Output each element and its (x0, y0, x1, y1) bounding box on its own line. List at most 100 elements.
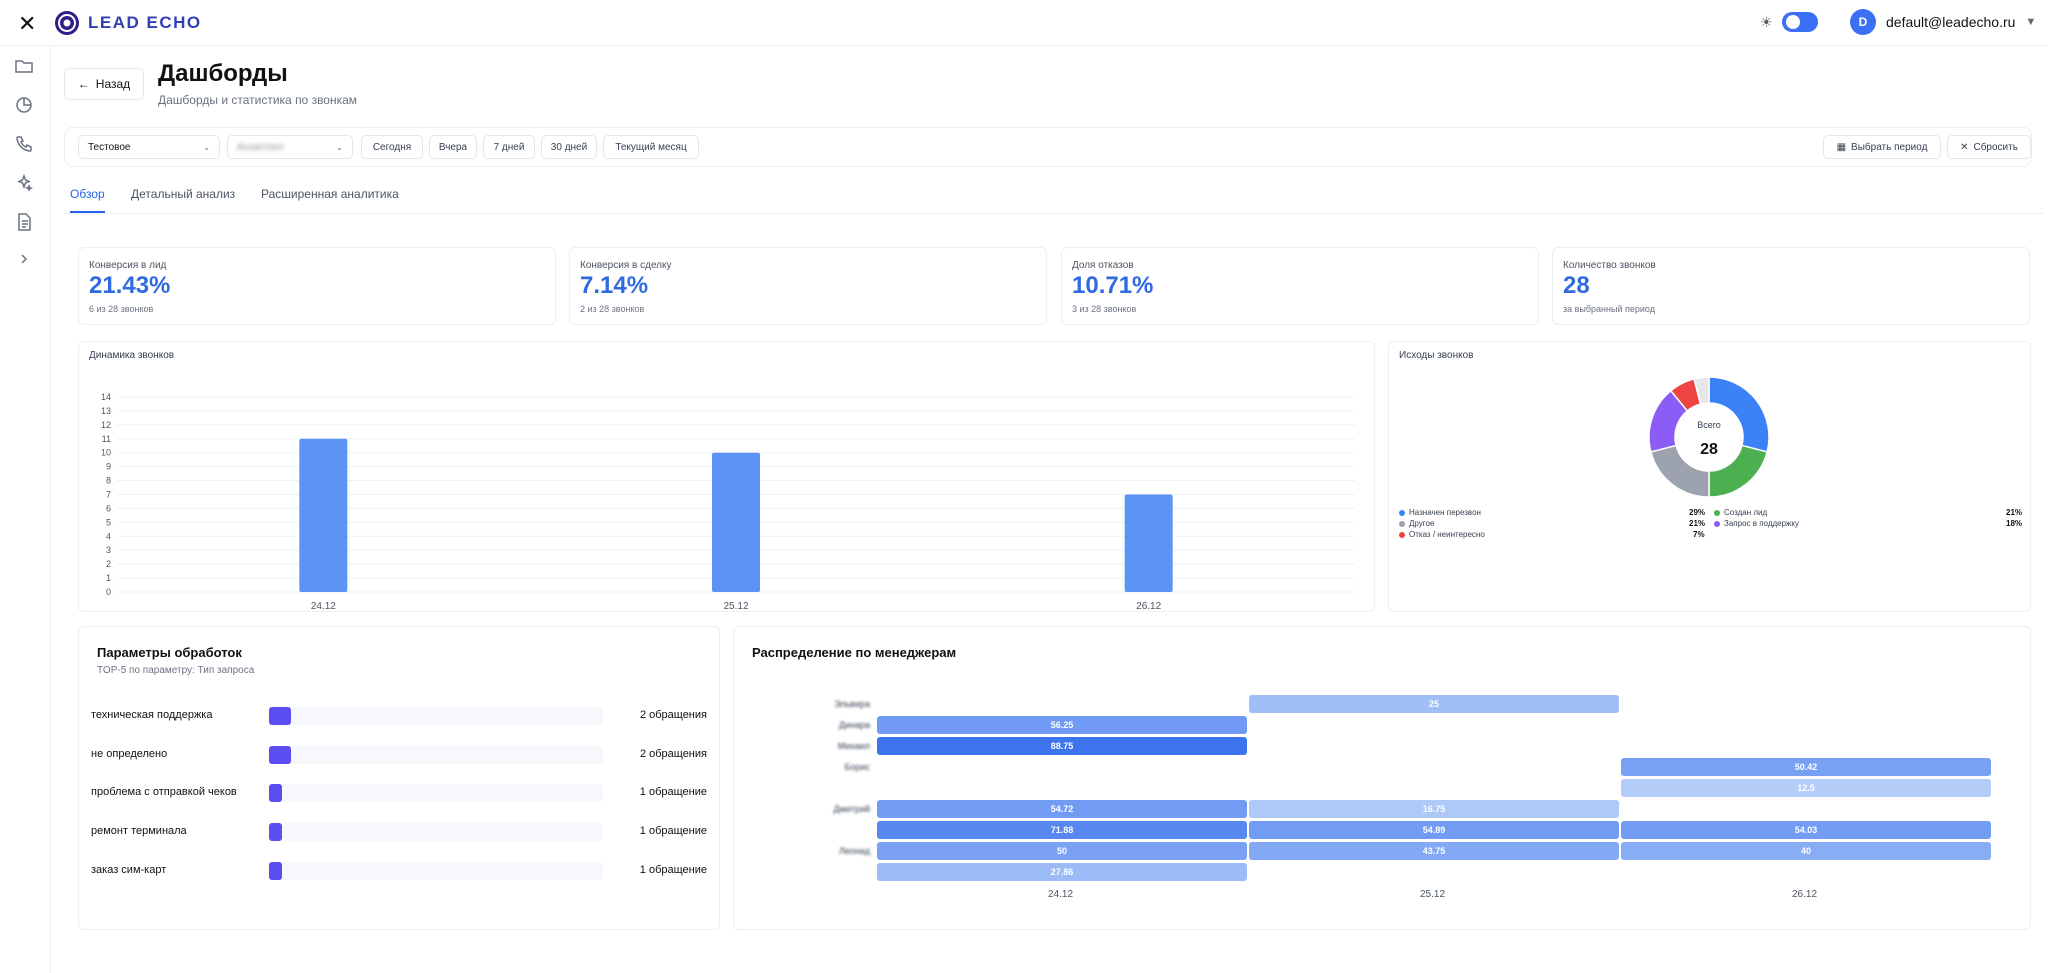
param-fill (269, 746, 291, 764)
top-bar: ✕ LEAD ECHO ☀ D default@leadecho.ru ▼ (0, 0, 2048, 46)
calendar-icon: ▦ (1836, 141, 1847, 153)
call-outcomes-card: Исходы звонков Всего 28 Назначен перезво… (1388, 341, 2031, 612)
sidebar (0, 46, 51, 973)
donut-center-label: Всего (1697, 420, 1721, 430)
param-fill (269, 707, 291, 725)
kpi-sub: за выбранный период (1563, 304, 1655, 314)
chip-today[interactable]: Сегодня (361, 135, 423, 159)
kpi-label: Количество звонков (1563, 260, 1656, 271)
param-label: ремонт терминала (91, 825, 187, 837)
back-button[interactable]: ← Назад (64, 68, 144, 100)
document-icon[interactable] (14, 212, 36, 234)
call-dynamics-title: Динамика звонков (89, 350, 175, 361)
sun-icon: ☀ (1760, 14, 1773, 30)
param-row: проблема с отправкой чеков 1 обращение (91, 784, 707, 802)
y-tick-label: 4 (106, 531, 111, 541)
assistant-select[interactable]: Ассистент ⌄ (227, 135, 353, 159)
pie-chart-icon[interactable] (14, 95, 36, 117)
managers-heatmap: Эльвира 25 Динара 56.25 Михаил 88.75 Борис 50.4… (734, 627, 2032, 931)
sparkles-icon[interactable] (14, 173, 36, 195)
param-track (269, 784, 603, 802)
y-tick-label: 8 (106, 476, 111, 486)
kpi-card-refusal-share: Доля отказов 10.71% 3 из 28 звонков (1061, 247, 1539, 325)
managers-distribution-card: Распределение по менеджерам Эльвира 25 Дин… (733, 626, 2031, 930)
donut-slice[interactable] (1693, 376, 1710, 405)
legend-pct: 18% (2006, 519, 2023, 528)
kpi-sub: 3 из 28 звонков (1072, 304, 1137, 314)
project-select[interactable]: Тестовое ⌄ (78, 135, 220, 159)
param-count: 1 обращение (639, 825, 707, 837)
legend-pct: 29% (1689, 508, 1706, 517)
x-tick-label: 24.12 (311, 601, 336, 612)
param-row: ремонт терминала 1 обращение (91, 823, 707, 841)
pick-period-button[interactable]: ▦ Выбрать период (1823, 135, 1941, 159)
x-tick-label: 26.12 (1136, 601, 1161, 612)
heatmap-cell[interactable]: 54.72 (877, 800, 1247, 818)
legend-label: Запрос в поддержку (1724, 519, 1799, 528)
manager-name: Динара (838, 720, 870, 730)
heatmap-cell[interactable]: 25 (1249, 695, 1619, 713)
processing-params-subtitle: TOP-5 по параметру: Тип запроса (97, 665, 255, 676)
chevron-right-icon[interactable] (14, 249, 36, 271)
y-tick-label: 1 (106, 573, 111, 583)
param-track (269, 746, 603, 764)
chip-yesterday[interactable]: Вчера (429, 135, 477, 159)
bar[interactable] (299, 438, 348, 592)
folder-icon[interactable] (14, 56, 36, 78)
heatmap-cell[interactable]: 88.75 (877, 737, 1247, 755)
back-label: Назад (95, 77, 131, 91)
heatmap-cell[interactable]: 16.75 (1249, 800, 1619, 818)
heatmap-cell[interactable]: 50.42 (1621, 758, 1991, 776)
tab-overview[interactable]: Обзор (70, 187, 105, 213)
tab-advanced-analytics[interactable]: Расширенная аналитика (261, 187, 399, 201)
manager-name: Михаил (837, 741, 870, 751)
tab-bar: Обзор Детальный анализ Расширенная анали… (64, 180, 2044, 214)
theme-toggle[interactable]: ☀ (1760, 12, 1818, 32)
kpi-sub: 2 из 28 звонков (580, 304, 645, 314)
x-tick-label: 25.12 (723, 601, 748, 612)
heatmap-cell[interactable]: 54.89 (1249, 821, 1619, 839)
close-icon[interactable]: ✕ (18, 11, 37, 36)
chevron-down-icon: ▼ (2025, 16, 2037, 28)
legend-label: Создан лид (1724, 508, 1768, 517)
param-row: не определено 2 обращения (91, 746, 707, 764)
user-menu[interactable]: D default@leadecho.ru ▼ (1850, 9, 2036, 35)
legend-item: Создан лид (1714, 508, 1767, 517)
chip-7-days[interactable]: 7 дней (483, 135, 535, 159)
chip-current-month[interactable]: Текущий месяц (603, 135, 699, 159)
heatmap-cell[interactable]: 54.03 (1621, 821, 1991, 839)
managers-distribution-title: Распределение по менеджерам (752, 645, 957, 660)
heatmap-cell[interactable]: 27.86 (877, 863, 1247, 881)
phone-icon[interactable] (14, 134, 36, 156)
legend-pct: 7% (1693, 530, 1705, 539)
heatmap-cell[interactable]: 71.88 (877, 821, 1247, 839)
legend-dot (1714, 509, 1720, 516)
heatmap-date-label: 26.12 (1792, 889, 1818, 900)
y-tick-label: 14 (101, 392, 111, 402)
call-dynamics-card: Динамика звонков 0 1 2 3 4 5 6 7 8 9 10 11 12 13 14 24.… (78, 341, 1375, 612)
param-label: заказ сим-карт (91, 864, 167, 876)
heatmap-cell[interactable]: 56.25 (877, 716, 1247, 734)
chevron-down-icon: ⌄ (336, 142, 343, 152)
y-tick-label: 0 (106, 587, 111, 597)
legend-pct: 21% (2006, 508, 2023, 517)
theme-switch[interactable] (1782, 12, 1818, 32)
chip-30-days[interactable]: 30 дней (541, 135, 597, 159)
heatmap-cell[interactable]: 50 (877, 842, 1247, 860)
heatmap-cell[interactable]: 43.75 (1249, 842, 1619, 860)
y-tick-label: 2 (106, 559, 111, 569)
logo[interactable]: LEAD ECHO (54, 10, 202, 36)
legend-label: Другое (1409, 519, 1435, 528)
y-tick-label: 12 (101, 420, 111, 430)
chevron-down-icon: ⌄ (203, 142, 210, 152)
tab-detailed-analysis[interactable]: Детальный анализ (131, 187, 236, 201)
page-title: Дашборды (158, 60, 288, 87)
heatmap-cell[interactable]: 40 (1621, 842, 1991, 860)
y-tick-label: 5 (106, 517, 111, 527)
y-tick-label: 6 (106, 503, 111, 513)
bar[interactable] (1124, 494, 1173, 593)
bar[interactable] (712, 452, 760, 592)
legend-dot (1399, 509, 1405, 516)
reset-button[interactable]: ✕ Сбросить (1947, 135, 2031, 159)
heatmap-cell[interactable]: 12.5 (1621, 779, 1991, 797)
